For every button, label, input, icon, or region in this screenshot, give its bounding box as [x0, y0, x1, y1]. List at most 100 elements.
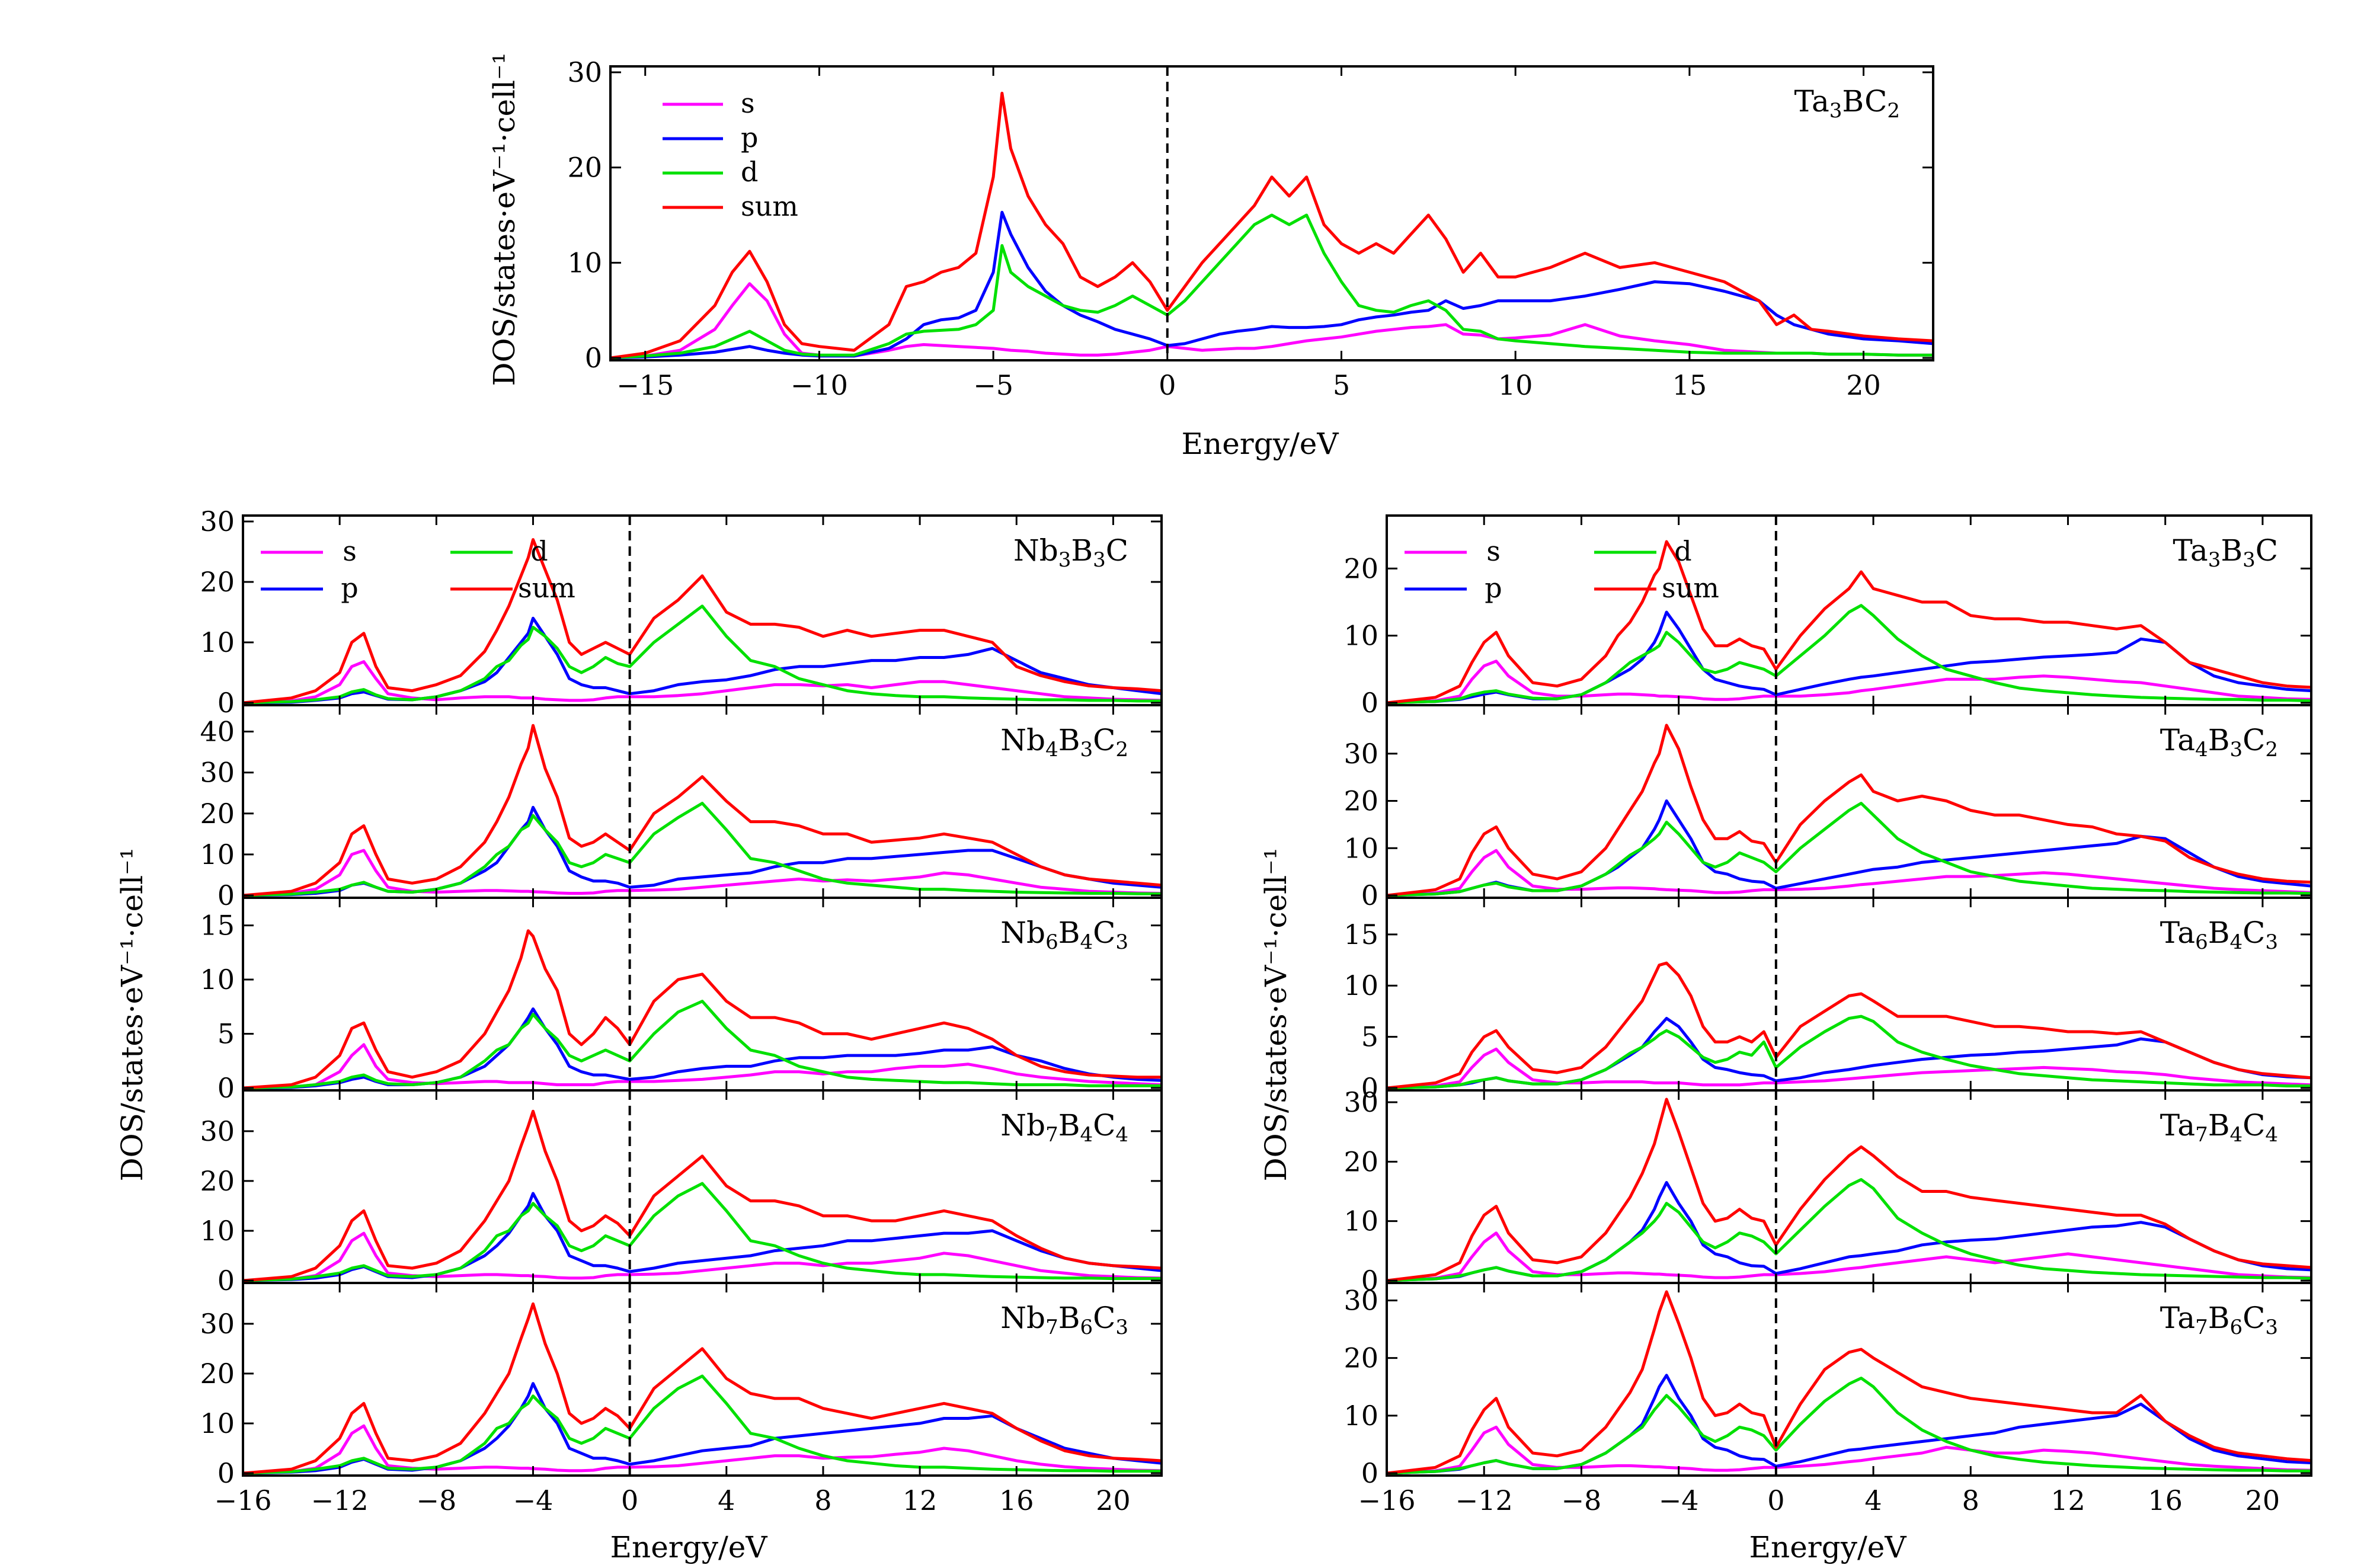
legend-label-s-top: s	[741, 87, 755, 119]
system-label-Ta3B3C: Ta3B3C	[2173, 533, 2278, 572]
ytick-label-Nb4B3C2-0: 0	[217, 879, 235, 911]
xtick-label-Nb7B6C3-12: 12	[903, 1484, 938, 1516]
ytick-label-Ta4B3C2-20: 20	[1343, 785, 1378, 817]
series-d-Nb7B4C4	[243, 1182, 1162, 1282]
frame-Nb7B6C3	[242, 1282, 1163, 1477]
series-d-top	[610, 213, 1933, 360]
series-d-Ta6B4C3	[1387, 1015, 2311, 1090]
xtick-label-Nb7B6C3--4: −4	[513, 1484, 554, 1516]
ytick-label-Nb3B3C-20: 20	[200, 566, 235, 598]
ytick-label-Ta7B6C3-0: 0	[1361, 1457, 1378, 1489]
xtick-label-Ta7B6C3--12: −12	[1455, 1484, 1513, 1516]
ytick-label-Ta6B4C3-0: 0	[1361, 1072, 1378, 1104]
legend-label-d-Nb3B3C: d	[530, 535, 548, 567]
panel-Nb4B3C2: 0 10 20 30 40 Nb4B3C2	[200, 704, 1163, 911]
xtick-label-Ta7B6C3-20: 20	[2245, 1484, 2280, 1516]
ytick-label-Ta6B4C3-15: 15	[1343, 919, 1378, 951]
xtick-label-top-15: 15	[1672, 369, 1707, 401]
ytick-label-Nb4B3C2-20: 20	[200, 798, 235, 830]
panel-Nb3B3C: 0 10 20 30 Nb3B3C sp d sum	[200, 505, 1163, 719]
series-sum-Nb7B6C3	[243, 1302, 1162, 1475]
panel-Nb7B4C4: 0 10 20 30 Nb7B4C4	[200, 1089, 1163, 1297]
ytick-label-Ta4B3C2-10: 10	[1343, 832, 1378, 864]
ytick-label-Nb7B4C4-0: 0	[217, 1265, 235, 1297]
system-label-Ta7B6C3: Ta7B6C3	[2160, 1301, 2278, 1339]
left-energy-axis-label: Energy/eV	[610, 1530, 768, 1564]
ytick-label-Nb6B4C3-0: 0	[217, 1072, 235, 1104]
series-sum-Ta7B6C3	[1387, 1290, 2311, 1475]
series-sum-Nb6B4C3	[243, 929, 1162, 1090]
xtick-label-top--15: −15	[616, 369, 674, 401]
panel-Ta7B6C3: 0 10 20 30 −16 −12 −8 −4 0 4 8 12 16 20 Ta7B6C3	[1343, 1282, 2312, 1516]
system-label-Nb4B3C2: Nb4B3C2	[1000, 723, 1128, 761]
ytick-label-Ta7B4C4-30: 30	[1343, 1086, 1378, 1118]
panel-Ta4B3C2: 0 10 20 30 Ta4B3C2	[1343, 704, 2312, 911]
ytick-label-Ta4B3C2-30: 30	[1343, 738, 1378, 770]
ytick-label-Nb3B3C-10: 10	[200, 626, 235, 658]
ytick-label-Nb7B6C3-30: 30	[200, 1308, 235, 1340]
legend-label-d-top: d	[741, 156, 758, 188]
xtick-label-Nb7B6C3--12: −12	[311, 1484, 369, 1516]
series-s-Nb6B4C3	[243, 1043, 1162, 1090]
system-label-Ta4B3C2: Ta4B3C2	[2160, 723, 2278, 761]
series-sum-Nb4B3C2	[243, 724, 1162, 897]
xtick-label-top-20: 20	[1846, 369, 1881, 401]
series-sum-top	[610, 91, 1933, 360]
ytick-label-Nb6B4C3-5: 5	[217, 1018, 235, 1050]
ytick-label-Ta3B3C-0: 0	[1361, 687, 1378, 719]
xtick-label-top-10: 10	[1498, 369, 1533, 401]
ytick-label-Ta7B6C3-10: 10	[1343, 1400, 1378, 1432]
series-s-Nb7B6C3	[243, 1424, 1162, 1475]
ytick-label-Ta4B3C2-0: 0	[1361, 879, 1378, 911]
legend-label-d-Ta3B3C: d	[1674, 535, 1691, 567]
series-d-Ta7B6C3	[1387, 1377, 2311, 1475]
system-label-Ta6B4C3: Ta6B4C3	[2160, 916, 2278, 954]
ytick-label-Ta6B4C3-10: 10	[1343, 969, 1378, 1001]
ytick-label-Ta7B4C4-0: 0	[1361, 1265, 1378, 1297]
ytick-label-Nb3B3C-30: 30	[200, 505, 235, 537]
xtick-label-Nb7B6C3--8: −8	[416, 1484, 456, 1516]
xtick-label-Ta7B6C3-0: 0	[1767, 1484, 1784, 1516]
ytick-label-Nb6B4C3-15: 15	[200, 910, 235, 942]
xtick-label-top-0: 0	[1159, 369, 1176, 401]
series-p-Nb4B3C2	[243, 805, 1162, 897]
panel-Nb6B4C3: 0 5 10 15 Nb6B4C3	[200, 897, 1163, 1104]
series-d-Nb7B6C3	[243, 1374, 1162, 1475]
series-sum-Ta4B3C2	[1387, 724, 2311, 897]
right-dos-axis-label: DOS/states·eV⁻¹·cell⁻¹	[1259, 847, 1293, 1181]
ytick-label-Nb7B4C4-30: 30	[200, 1115, 235, 1147]
ytick-label-top-0: 0	[585, 342, 602, 374]
ytick-label-Nb3B3C-0: 0	[217, 687, 235, 719]
series-s-Nb7B4C4	[243, 1231, 1162, 1282]
legend-label-sum-Ta3B3C: sum	[1662, 572, 1719, 604]
xtick-label-Ta7B6C3--8: −8	[1562, 1484, 1602, 1516]
series-sum-Nb7B4C4	[243, 1109, 1162, 1282]
top-dos-axis-label: DOS/states·eV⁻¹·cell⁻¹	[487, 52, 522, 386]
ytick-label-Nb4B3C2-30: 30	[200, 757, 235, 789]
legend-label-s-Ta3B3C: s	[1486, 535, 1501, 567]
xtick-label-Nb7B6C3-4: 4	[718, 1484, 735, 1516]
xtick-label-Ta7B6C3-16: 16	[2148, 1484, 2183, 1516]
xtick-label-Nb7B6C3-16: 16	[999, 1484, 1034, 1516]
series-s-Nb4B3C2	[243, 849, 1162, 897]
series-d-Ta7B4C4	[1387, 1178, 2311, 1282]
ytick-label-Nb7B6C3-10: 10	[200, 1407, 235, 1439]
ytick-label-top-20: 20	[567, 152, 602, 184]
xtick-label-Nb7B6C3--16: −16	[214, 1484, 271, 1516]
series-sum-Ta6B4C3	[1387, 961, 2311, 1090]
xtick-label-top-5: 5	[1333, 369, 1350, 401]
ytick-label-Ta6B4C3-5: 5	[1361, 1021, 1378, 1053]
series-d-Ta4B3C2	[1387, 802, 2311, 897]
ytick-label-Ta7B6C3-20: 20	[1343, 1342, 1378, 1374]
system-label-top: Ta3BC2	[1794, 84, 1901, 123]
system-label-Nb7B6C3: Nb7B6C3	[1000, 1301, 1128, 1339]
ytick-label-Ta3B3C-10: 10	[1343, 620, 1378, 652]
xtick-label-Ta7B6C3--4: −4	[1659, 1484, 1699, 1516]
series-sum-Ta7B4C4	[1387, 1097, 2311, 1282]
ytick-label-Ta7B4C4-20: 20	[1343, 1145, 1378, 1177]
panel-Ta7B4C4: 0 10 20 30 Ta7B4C4	[1343, 1086, 2312, 1297]
panel-Ta6B4C3: 0 5 10 15 Ta6B4C3	[1343, 897, 2312, 1104]
frame-Ta7B6C3	[1386, 1282, 2312, 1477]
